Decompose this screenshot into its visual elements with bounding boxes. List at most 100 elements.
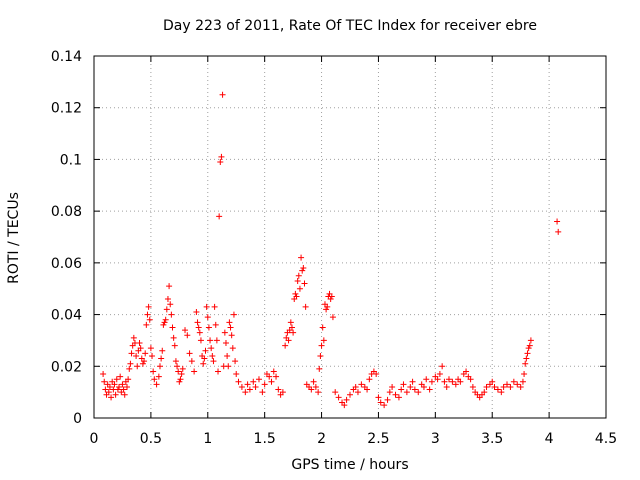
x-tick-label: 0 [90, 431, 99, 447]
data-point [434, 376, 441, 383]
y-tick-label: 0.06 [51, 256, 82, 272]
data-point [452, 381, 459, 388]
data-point [127, 360, 134, 367]
data-point [226, 319, 233, 326]
data-point [457, 378, 464, 385]
data-point [136, 340, 143, 347]
data-point [449, 378, 456, 385]
data-point [123, 383, 130, 390]
data-point [207, 337, 214, 344]
data-point [295, 272, 302, 279]
data-point [315, 389, 322, 396]
data-point [178, 371, 185, 378]
y-tick-label: 0 [73, 411, 82, 427]
data-point [308, 386, 315, 393]
data-point [266, 373, 273, 380]
data-point [301, 280, 308, 287]
data-point [343, 396, 350, 403]
data-point [116, 383, 123, 390]
y-tick-label: 0.14 [51, 49, 82, 65]
data-point [224, 352, 231, 359]
data-point [332, 389, 339, 396]
data-point [409, 378, 416, 385]
data-point [381, 402, 388, 409]
data-point [161, 319, 168, 326]
data-point [166, 283, 173, 290]
data-point [111, 381, 118, 388]
data-point [184, 332, 191, 339]
data-point [193, 308, 200, 315]
data-point [202, 347, 209, 354]
data-point [377, 399, 384, 406]
data-point [113, 376, 120, 383]
data-point [525, 345, 532, 352]
data-point [112, 391, 119, 398]
data-point [279, 389, 286, 396]
y-tick-label: 0.04 [51, 308, 82, 324]
data-point [160, 321, 167, 328]
data-point [121, 391, 128, 398]
data-point [445, 376, 452, 383]
data-point [200, 360, 207, 367]
data-point [205, 324, 212, 331]
data-point [373, 371, 380, 378]
data-point [232, 358, 239, 365]
data-point [467, 376, 474, 383]
data-point [312, 383, 319, 390]
data-point [209, 352, 216, 359]
data-point [188, 358, 195, 365]
data-point [177, 376, 184, 383]
y-axis-label: ROTI / TECUs [6, 192, 22, 284]
data-point [204, 314, 211, 321]
data-point [523, 355, 530, 362]
data-point [519, 378, 526, 385]
data-point [407, 383, 414, 390]
data-point [341, 402, 348, 409]
data-point [211, 303, 218, 310]
data-point [463, 368, 470, 375]
data-point [159, 347, 166, 354]
data-point [100, 371, 107, 378]
data-point [288, 324, 295, 331]
data-point [423, 376, 430, 383]
data-point [149, 352, 156, 359]
data-point [229, 345, 236, 352]
data-point [282, 342, 289, 349]
data-point [208, 345, 215, 352]
data-point [169, 324, 176, 331]
data-point [126, 365, 133, 372]
data-point [158, 355, 165, 362]
x-tick-label: 4.5 [595, 431, 617, 447]
data-point [320, 337, 327, 344]
data-point [398, 386, 405, 393]
data-point [194, 319, 201, 326]
data-point [510, 378, 517, 385]
data-point [146, 316, 153, 323]
data-point [384, 396, 391, 403]
data-point [555, 228, 562, 235]
data-point [489, 378, 496, 385]
data-point [392, 391, 399, 398]
data-point [395, 394, 402, 401]
data-point [222, 340, 229, 347]
data-point [114, 386, 121, 393]
data-point [210, 358, 217, 365]
data-point [415, 389, 422, 396]
data-point [354, 389, 361, 396]
data-point [324, 303, 331, 310]
data-point [259, 389, 266, 396]
y-tick-label: 0.12 [51, 101, 82, 117]
data-point [217, 159, 224, 166]
data-point [290, 329, 297, 336]
data-point [197, 337, 204, 344]
data-point [155, 373, 162, 380]
data-point [162, 316, 169, 323]
data-point [255, 376, 262, 383]
data-point [554, 218, 561, 225]
data-point [527, 337, 534, 344]
data-point [201, 355, 208, 362]
data-point [526, 342, 533, 349]
x-tick-label: 2 [317, 431, 326, 447]
data-point [389, 383, 396, 390]
